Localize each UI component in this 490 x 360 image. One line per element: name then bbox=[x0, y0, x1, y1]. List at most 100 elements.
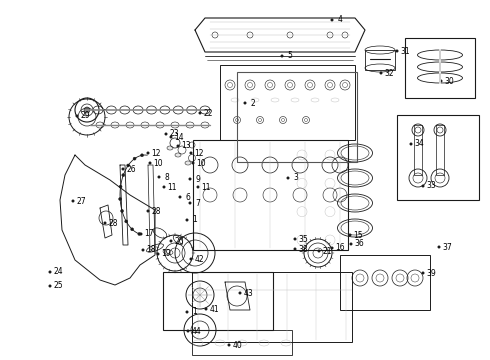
Circle shape bbox=[170, 239, 172, 243]
Circle shape bbox=[75, 114, 78, 117]
Text: 10: 10 bbox=[196, 158, 206, 167]
Text: 27: 27 bbox=[76, 197, 86, 206]
Circle shape bbox=[348, 234, 351, 237]
Text: 2: 2 bbox=[250, 99, 255, 108]
Text: 41: 41 bbox=[209, 305, 219, 314]
Circle shape bbox=[131, 228, 134, 231]
Text: 9: 9 bbox=[196, 175, 200, 184]
Text: 21: 21 bbox=[322, 247, 332, 256]
Circle shape bbox=[190, 257, 193, 261]
Text: 14: 14 bbox=[174, 132, 184, 141]
Text: 20: 20 bbox=[174, 237, 184, 246]
Circle shape bbox=[72, 199, 74, 202]
Circle shape bbox=[294, 238, 296, 240]
Circle shape bbox=[148, 162, 151, 165]
Text: 6: 6 bbox=[186, 193, 191, 202]
Bar bbox=[405, 38, 475, 98]
Circle shape bbox=[163, 185, 166, 189]
Text: 33: 33 bbox=[426, 181, 436, 190]
Text: 40: 40 bbox=[232, 341, 242, 350]
Circle shape bbox=[119, 185, 122, 188]
Circle shape bbox=[438, 246, 441, 248]
Circle shape bbox=[198, 112, 201, 114]
Text: 19: 19 bbox=[161, 249, 171, 258]
Text: 4: 4 bbox=[338, 15, 343, 24]
Circle shape bbox=[122, 167, 124, 171]
Bar bbox=[192, 330, 292, 355]
Circle shape bbox=[176, 144, 179, 148]
Text: 22: 22 bbox=[203, 108, 213, 117]
Text: 44: 44 bbox=[191, 327, 201, 336]
Circle shape bbox=[410, 143, 413, 145]
Circle shape bbox=[395, 49, 398, 53]
Circle shape bbox=[287, 176, 290, 180]
Circle shape bbox=[421, 184, 424, 188]
Text: 12: 12 bbox=[194, 148, 204, 158]
Circle shape bbox=[244, 102, 246, 104]
Circle shape bbox=[349, 243, 352, 246]
Text: 42: 42 bbox=[194, 255, 204, 264]
Text: 7: 7 bbox=[196, 198, 200, 207]
Text: 29: 29 bbox=[80, 112, 90, 121]
Bar bbox=[163, 272, 273, 330]
Circle shape bbox=[204, 307, 207, 310]
Text: 18: 18 bbox=[146, 246, 156, 255]
Circle shape bbox=[421, 271, 424, 274]
Circle shape bbox=[196, 185, 199, 189]
Circle shape bbox=[147, 210, 149, 212]
Text: 28: 28 bbox=[151, 207, 161, 216]
Bar bbox=[193, 140, 348, 250]
Text: 31: 31 bbox=[400, 46, 410, 55]
Text: 16: 16 bbox=[335, 243, 345, 252]
Bar bbox=[340, 255, 430, 310]
Circle shape bbox=[186, 219, 189, 221]
Circle shape bbox=[330, 247, 334, 249]
Circle shape bbox=[133, 157, 136, 160]
Circle shape bbox=[141, 154, 144, 157]
Circle shape bbox=[84, 107, 90, 113]
Circle shape bbox=[190, 152, 193, 154]
Text: 36: 36 bbox=[354, 239, 364, 248]
Text: 11: 11 bbox=[201, 183, 211, 192]
Text: 1: 1 bbox=[193, 307, 197, 316]
Text: 35: 35 bbox=[298, 234, 308, 243]
Circle shape bbox=[165, 132, 168, 135]
Text: 28: 28 bbox=[108, 219, 118, 228]
Circle shape bbox=[227, 343, 230, 346]
Text: 15: 15 bbox=[353, 230, 363, 239]
Text: 26: 26 bbox=[126, 165, 136, 174]
Circle shape bbox=[122, 174, 125, 177]
Text: 24: 24 bbox=[53, 267, 63, 276]
Circle shape bbox=[125, 220, 128, 223]
Text: 37: 37 bbox=[442, 243, 452, 252]
Text: 38: 38 bbox=[298, 244, 308, 253]
Circle shape bbox=[138, 233, 141, 235]
Circle shape bbox=[186, 310, 189, 314]
Circle shape bbox=[147, 152, 149, 154]
Text: 30: 30 bbox=[444, 77, 454, 85]
Circle shape bbox=[126, 164, 130, 167]
Circle shape bbox=[121, 210, 123, 212]
Bar bbox=[397, 115, 479, 200]
Circle shape bbox=[119, 198, 122, 201]
Text: 23: 23 bbox=[169, 130, 179, 139]
Text: 12: 12 bbox=[151, 148, 161, 158]
Circle shape bbox=[170, 135, 172, 139]
Bar bbox=[220, 65, 355, 140]
Bar bbox=[365, 50, 395, 70]
Text: 8: 8 bbox=[165, 172, 170, 181]
Text: 5: 5 bbox=[288, 51, 293, 60]
Text: 32: 32 bbox=[384, 68, 394, 77]
Circle shape bbox=[294, 248, 296, 251]
Circle shape bbox=[157, 175, 161, 179]
Circle shape bbox=[379, 72, 383, 75]
Text: 11: 11 bbox=[167, 183, 177, 192]
Circle shape bbox=[192, 162, 195, 165]
Circle shape bbox=[49, 284, 51, 288]
Text: 34: 34 bbox=[414, 139, 424, 148]
Circle shape bbox=[189, 177, 192, 180]
Circle shape bbox=[142, 248, 145, 252]
Circle shape bbox=[239, 292, 242, 294]
Text: 10: 10 bbox=[153, 158, 163, 167]
Circle shape bbox=[318, 249, 320, 252]
